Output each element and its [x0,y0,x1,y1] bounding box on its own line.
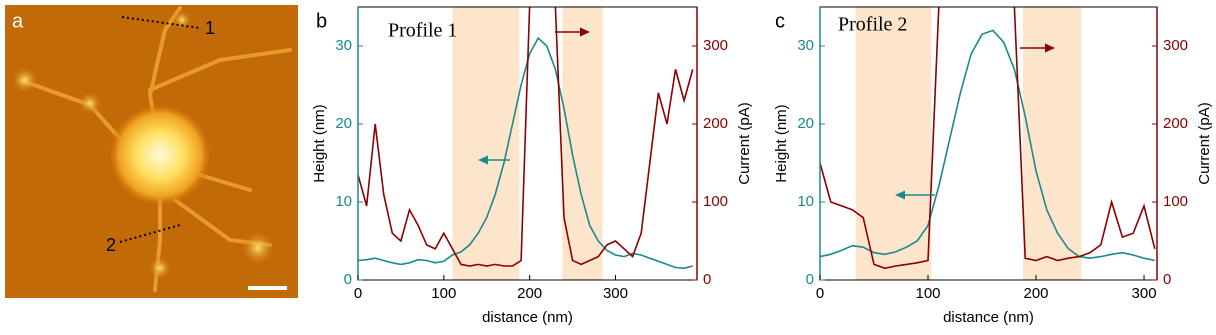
y2-axis-label: Current (pA) [1196,102,1213,185]
data-line [358,7,694,267]
y-tick-label: 0 [344,271,352,288]
y2-tick-label: 100 [703,193,728,210]
highlight-band [562,7,603,280]
y-tick-label: 10 [335,193,352,210]
data-line [820,7,1156,270]
central-blob [108,103,212,207]
y-tick-label: 20 [797,115,814,132]
arrow-head [1045,43,1055,53]
chart-title: Profile 1 [388,20,457,42]
y2-tick-label: 100 [1163,193,1188,210]
y2-tick-label: 200 [1163,115,1188,132]
x-tick-label: 200 [517,285,542,302]
arrow-head [580,27,590,37]
y2-tick-label: 0 [703,271,711,288]
spot [78,91,102,115]
profile-line [121,16,201,29]
x-axis-label: distance (nm) [482,309,573,326]
spot [240,230,276,266]
profile-marker: 1 [205,18,215,38]
y2-axis-label: Current (pA) [736,102,753,185]
y2-tick-label: 300 [1163,37,1188,54]
y-tick-label: 20 [335,115,352,132]
spot [172,10,192,30]
panel-label: c [775,10,785,32]
y-tick-label: 0 [806,271,814,288]
x-tick-label: 200 [1024,285,1049,302]
chart-title: Profile 2 [838,14,907,36]
y2-tick-label: 200 [703,115,728,132]
spot [148,256,172,280]
data-line [358,36,693,270]
highlight-band [452,7,520,280]
x-tick-label: 300 [603,285,628,302]
x-axis-label: distance (nm) [943,309,1034,326]
y2-tick-label: 0 [1163,271,1171,288]
x-tick-label: 100 [431,285,456,302]
panel-label: a [12,10,24,32]
y-axis-label: Height (nm) [773,104,790,182]
data-line [820,29,1155,262]
highlight-band [1023,7,1082,280]
y2-tick-label: 300 [703,37,728,54]
x-tick-label: 0 [354,285,362,302]
x-tick-label: 100 [915,285,940,302]
y-axis-label: Height (nm) [311,104,328,182]
y-tick-label: 30 [797,37,814,54]
panel-label: b [316,10,327,32]
y-tick-label: 10 [797,193,814,210]
x-tick-label: 300 [1132,285,1157,302]
y-tick-label: 30 [335,37,352,54]
profile-line [119,224,181,243]
arrow-head [895,190,905,200]
x-tick-label: 0 [816,285,824,302]
spot [11,66,39,94]
profile-marker: 2 [106,235,116,255]
afm-image: 1 2 a [5,5,298,298]
arrow-head [478,155,488,165]
highlight-band [855,7,932,280]
